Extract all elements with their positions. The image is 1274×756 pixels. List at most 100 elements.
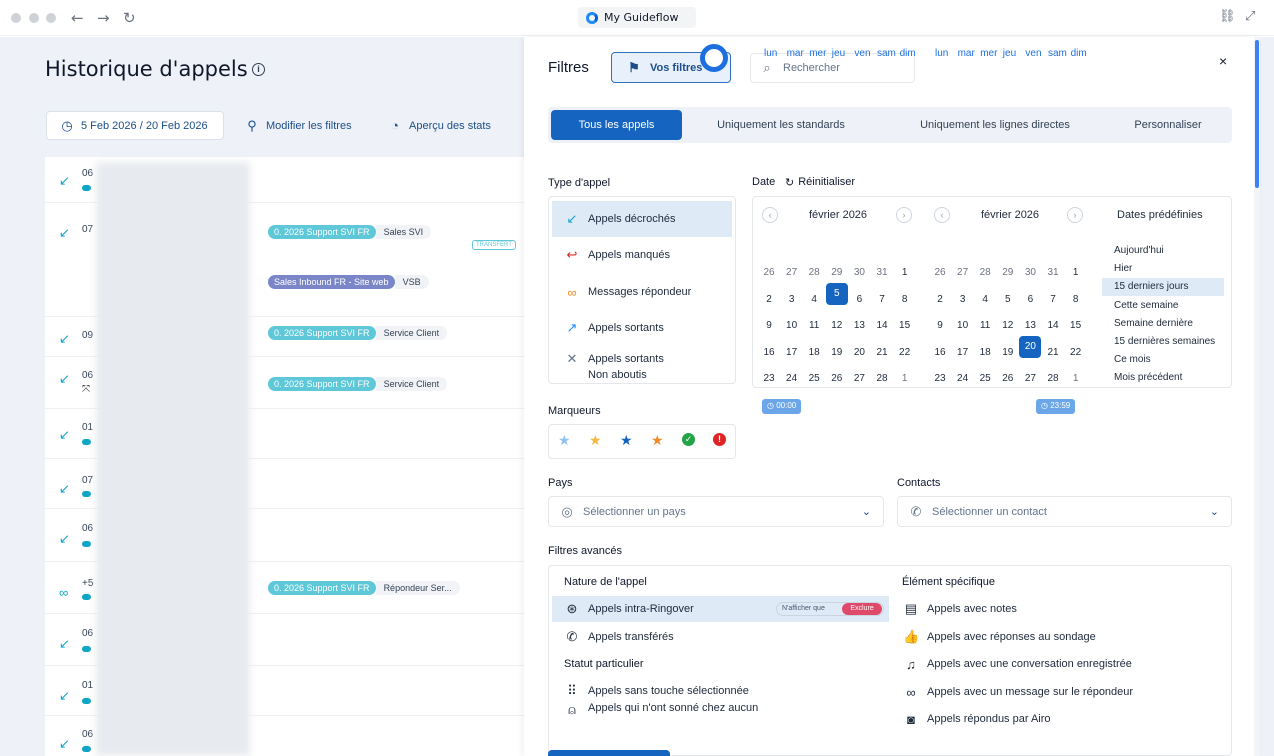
filter-search-input[interactable]: ⌕ Rechercher (750, 53, 915, 83)
call-type-answered[interactable]: ↙ Appels décrochés (552, 201, 732, 237)
calendar-day[interactable]: 20 (1019, 335, 1042, 358)
prev-month-button[interactable]: ‹ (762, 207, 778, 223)
check-green-icon[interactable]: ✓ (682, 433, 695, 446)
calendar-day[interactable]: 13 (853, 320, 865, 331)
call-row[interactable]: ↙ 06 (45, 509, 525, 562)
forward-arrow-icon[interactable]: → (97, 9, 110, 27)
calendar-day[interactable]: 26 (1002, 373, 1014, 384)
preset-item[interactable]: Hier (1114, 263, 1133, 275)
preset-item[interactable]: Mois précédent (1114, 372, 1183, 384)
date-range-chip[interactable]: ◷ 5 Feb 2026 / 20 Feb 2026 (46, 111, 224, 140)
calendar-day[interactable]: 30 (1024, 267, 1036, 278)
calendar-day[interactable]: 6 (856, 293, 863, 305)
country-select[interactable]: ◎ Sélectionner un pays ⌄ (548, 496, 884, 527)
calendar-day[interactable]: 28 (979, 267, 991, 278)
calendar-day[interactable]: 27 (786, 267, 798, 278)
calendar-day[interactable]: 11 (808, 320, 820, 331)
call-row[interactable]: ↙ 06 ⤧ (45, 357, 525, 409)
filter-with-survey[interactable]: 👍 Appels avec réponses au sondage (903, 624, 1096, 650)
filter-intra-ringover[interactable]: ⊛ Appels intra-Ringover (552, 596, 889, 622)
calendar-day[interactable]: 1 (1072, 267, 1079, 278)
calendar-day[interactable]: 22 (1070, 346, 1082, 358)
start-time-chip[interactable]: ◷ 00:00 (762, 399, 802, 414)
tab-standards-only[interactable]: Uniquement les standards (717, 119, 845, 131)
calendar-day[interactable]: 24 (957, 373, 969, 384)
calendar-day[interactable]: 12 (1002, 320, 1014, 331)
modify-filters-button[interactable]: ⚲ Modifier les filtres (244, 111, 351, 140)
star-light-blue-icon[interactable]: ★ (558, 432, 571, 448)
call-row[interactable]: ↙ 07 (45, 459, 525, 509)
calendar-day[interactable]: 16 (934, 346, 946, 358)
calendar-day[interactable]: 22 (899, 346, 911, 358)
tab-all-calls[interactable]: Tous les appels (551, 110, 682, 140)
star-orange-icon[interactable]: ★ (651, 432, 664, 448)
star-gold-icon[interactable]: ★ (589, 432, 602, 448)
preset-item[interactable]: Cette semaine (1114, 299, 1179, 311)
contact-select[interactable]: ✆ Sélectionner un contact ⌄ (897, 496, 1232, 527)
preset-item[interactable]: Ce mois (1114, 354, 1151, 366)
call-row[interactable]: ↙ 06 (45, 614, 525, 666)
tab-direct-lines-only[interactable]: Uniquement les lignes directes (920, 119, 1070, 131)
back-arrow-icon[interactable]: ← (71, 9, 84, 27)
calendar-day[interactable]: 11 (979, 320, 991, 331)
calendar-day[interactable]: 8 (1072, 293, 1079, 305)
filter-no-key-selected[interactable]: ⠿ Appels sans touche sélectionnée (564, 678, 749, 704)
calendar-day[interactable]: 19 (831, 346, 843, 358)
calendar-day[interactable]: 31 (1047, 267, 1059, 278)
calendar-day[interactable]: 2 (937, 293, 943, 305)
exclude-toggle[interactable]: Exclure (842, 603, 882, 615)
calendar-day[interactable]: 27 (1024, 373, 1036, 384)
calendar-day[interactable]: 9 (937, 320, 943, 331)
end-time-chip[interactable]: ◷ 23:59 (1036, 399, 1076, 414)
call-type-outgoing[interactable]: ↗ Appels sortants (552, 310, 732, 346)
window-zoom-dot[interactable] (46, 13, 56, 23)
call-type-failed-outgoing[interactable]: ✕ Appels sortants Non aboutis (552, 347, 732, 383)
expand-icon[interactable]: ⤢ (1245, 9, 1256, 24)
calendar-day[interactable]: 1 (901, 373, 908, 384)
calendar-day[interactable]: 19 (1002, 346, 1014, 358)
calendar-day[interactable]: 4 (811, 293, 817, 305)
calendar-day[interactable]: 4 (982, 293, 988, 305)
call-type-voicemail[interactable]: ∞ Messages répondeur (552, 274, 732, 310)
next-month-button-right[interactable]: › (1067, 207, 1083, 223)
calendar-day[interactable]: 23 (934, 373, 946, 384)
next-month-button[interactable]: › (896, 207, 912, 223)
stats-preview-button[interactable]: ◔ Aperçu des stats (387, 111, 491, 140)
calendar-day[interactable]: 28 (876, 373, 888, 384)
calendar-day[interactable]: 13 (1024, 320, 1036, 331)
calendar-day[interactable]: 5 (825, 282, 848, 305)
calendar-day[interactable]: 2 (766, 293, 772, 305)
alert-red-icon[interactable]: ! (713, 433, 726, 446)
link-icon[interactable]: ⛓ (1219, 9, 1236, 24)
calendar-day[interactable]: 8 (901, 293, 908, 305)
calendar-day[interactable]: 17 (786, 346, 798, 358)
panel-scrollbar[interactable] (1254, 37, 1260, 756)
calendar-day[interactable]: 21 (1047, 346, 1059, 358)
preset-item[interactable]: Semaine dernière (1114, 317, 1193, 329)
calendar-day[interactable]: 10 (957, 320, 969, 331)
calendar-day[interactable]: 1 (1072, 373, 1079, 384)
reload-icon[interactable]: ↻ (123, 9, 136, 27)
filter-airo[interactable]: ◙ Appels répondus par Airo (903, 706, 1050, 732)
call-row[interactable]: ↙ 01 (45, 409, 525, 459)
calendar-day[interactable]: 26 (763, 267, 775, 278)
calendar-day[interactable]: 14 (1047, 320, 1059, 331)
call-row[interactable]: ↙ 09 (45, 317, 525, 357)
call-row[interactable]: ↙ 07 (45, 203, 525, 317)
calendar-day[interactable]: 12 (831, 320, 843, 331)
star-blue-icon[interactable]: ★ (620, 432, 633, 448)
calendar-day[interactable]: 20 (853, 346, 865, 358)
calendar-day[interactable]: 24 (786, 373, 798, 384)
call-row[interactable]: ∞ +5 (45, 562, 525, 614)
calendar-day[interactable]: 5 (1005, 293, 1011, 305)
filter-transferred[interactable]: ✆ Appels transférés (564, 624, 674, 650)
reset-date-button[interactable]: ↻ Réinitialiser (785, 176, 855, 189)
calendar-day[interactable]: 1 (901, 267, 908, 278)
window-minimize-dot[interactable] (29, 13, 39, 23)
call-type-missed[interactable]: ↩ Appels manqués (552, 237, 732, 273)
calendar-day[interactable]: 26 (831, 373, 843, 384)
calendar-day[interactable]: 23 (763, 373, 775, 384)
calendar-day[interactable]: 29 (1002, 267, 1014, 278)
call-row[interactable]: ↙ 06 (45, 716, 525, 756)
filter-voicemail-message[interactable]: ∞ Appels avec un message sur le répondeu… (903, 679, 1133, 705)
